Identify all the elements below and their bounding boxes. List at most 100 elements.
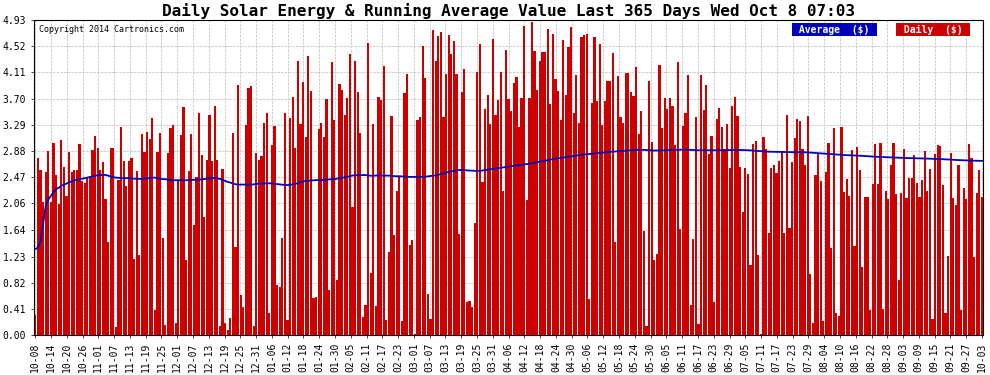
Bar bbox=[393, 235, 395, 335]
Bar bbox=[320, 123, 323, 335]
Bar bbox=[705, 86, 708, 335]
Bar bbox=[419, 117, 422, 335]
Bar bbox=[658, 64, 660, 335]
Bar bbox=[422, 46, 424, 335]
Bar bbox=[599, 44, 601, 335]
Bar bbox=[887, 199, 889, 335]
Bar bbox=[120, 127, 122, 335]
Bar bbox=[962, 188, 965, 335]
Bar bbox=[385, 320, 387, 335]
Bar bbox=[219, 326, 221, 335]
Bar bbox=[877, 184, 879, 335]
Bar bbox=[446, 74, 447, 335]
Bar bbox=[927, 191, 929, 335]
Bar bbox=[62, 167, 65, 335]
Bar bbox=[638, 134, 640, 335]
Bar bbox=[828, 143, 830, 335]
Bar bbox=[161, 238, 163, 335]
Bar bbox=[965, 199, 967, 335]
Bar bbox=[773, 165, 775, 335]
Bar bbox=[99, 170, 101, 335]
Bar bbox=[315, 297, 317, 335]
Bar bbox=[133, 260, 136, 335]
Bar bbox=[406, 74, 408, 335]
Bar bbox=[268, 313, 270, 335]
Bar bbox=[630, 92, 632, 335]
Bar bbox=[645, 327, 647, 335]
Bar bbox=[60, 140, 62, 335]
Bar bbox=[666, 109, 668, 335]
Bar bbox=[203, 217, 205, 335]
Bar bbox=[609, 81, 611, 335]
Bar bbox=[50, 202, 51, 335]
Bar bbox=[635, 67, 638, 335]
Bar bbox=[554, 79, 556, 335]
Bar bbox=[289, 118, 291, 335]
Bar bbox=[240, 296, 242, 335]
Bar bbox=[494, 115, 497, 335]
Bar bbox=[401, 321, 403, 335]
Bar bbox=[443, 117, 445, 335]
Bar bbox=[435, 61, 437, 335]
Bar bbox=[190, 134, 192, 335]
Bar bbox=[432, 30, 435, 335]
Bar bbox=[606, 81, 609, 335]
Bar bbox=[549, 105, 551, 335]
Bar bbox=[934, 154, 937, 335]
Bar bbox=[489, 123, 491, 335]
Bar bbox=[542, 52, 544, 335]
Bar bbox=[690, 305, 692, 335]
Bar bbox=[425, 78, 427, 335]
Bar bbox=[537, 90, 539, 335]
Bar bbox=[612, 53, 614, 335]
Bar bbox=[471, 307, 473, 335]
Bar bbox=[578, 123, 580, 335]
Bar bbox=[739, 167, 742, 335]
Bar bbox=[940, 146, 941, 335]
Bar bbox=[344, 116, 346, 335]
Bar bbox=[169, 128, 171, 335]
Bar bbox=[585, 34, 588, 335]
Bar bbox=[580, 37, 582, 335]
Bar bbox=[895, 194, 897, 335]
Bar bbox=[208, 116, 211, 335]
Bar bbox=[237, 85, 240, 335]
Bar bbox=[131, 159, 133, 335]
Bar bbox=[278, 287, 281, 335]
Bar bbox=[567, 47, 569, 335]
Bar bbox=[172, 125, 174, 335]
Bar bbox=[780, 152, 783, 335]
Bar bbox=[230, 318, 232, 335]
Bar bbox=[34, 315, 37, 335]
Bar bbox=[222, 169, 224, 335]
Bar bbox=[198, 113, 200, 335]
Bar bbox=[786, 115, 788, 335]
Bar bbox=[838, 316, 841, 335]
Bar bbox=[187, 171, 190, 335]
Bar bbox=[684, 113, 687, 335]
Bar bbox=[848, 196, 850, 335]
Bar bbox=[487, 95, 489, 335]
Bar bbox=[438, 36, 440, 335]
Bar bbox=[726, 124, 729, 335]
Bar bbox=[903, 149, 905, 335]
Bar bbox=[882, 309, 884, 335]
Bar bbox=[906, 198, 908, 335]
Bar bbox=[513, 83, 515, 335]
Bar bbox=[570, 27, 572, 335]
Bar bbox=[655, 254, 658, 335]
Bar bbox=[139, 255, 141, 335]
Bar bbox=[118, 180, 120, 335]
Bar bbox=[968, 144, 970, 335]
Bar bbox=[614, 242, 617, 335]
Bar bbox=[871, 184, 874, 335]
Bar bbox=[144, 152, 146, 335]
Bar bbox=[890, 165, 892, 335]
Bar bbox=[510, 111, 512, 335]
Bar bbox=[380, 100, 382, 335]
Bar bbox=[128, 161, 130, 335]
Bar bbox=[206, 160, 208, 335]
Bar bbox=[97, 148, 99, 335]
Bar bbox=[294, 148, 296, 335]
Bar bbox=[497, 100, 499, 335]
